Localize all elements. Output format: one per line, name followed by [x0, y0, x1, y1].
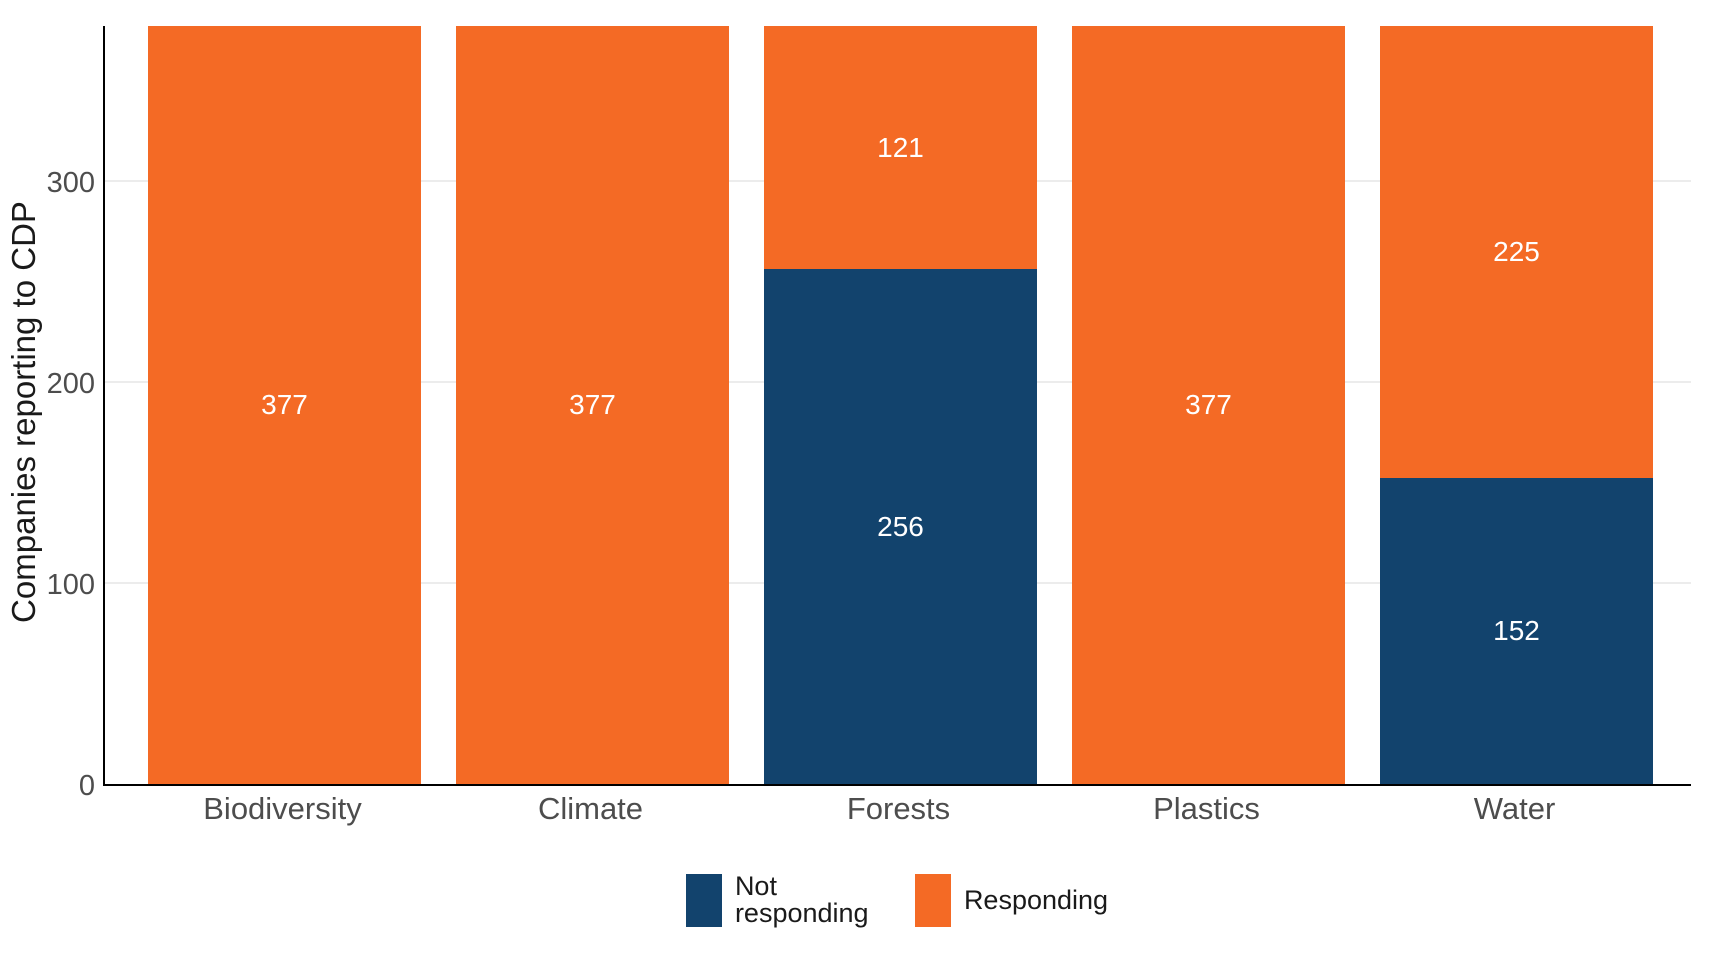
category-label-forests: Forests	[846, 791, 951, 826]
category-label-water: Water	[1473, 791, 1556, 826]
legend: Not responding Responding	[103, 873, 1691, 927]
bar-segment-responding-water: 225	[1380, 26, 1653, 478]
legend-label: Not responding	[734, 871, 869, 928]
legend-swatch-responding	[914, 873, 951, 927]
bar-segment-responding-forests: 121	[764, 26, 1037, 269]
bar-value-label: 377	[261, 389, 308, 420]
y-tick-label-300: 300	[46, 166, 95, 199]
bar-plastics: 377	[1072, 26, 1345, 784]
category-label-climate: Climate	[537, 791, 644, 826]
bar-value-label: 377	[569, 389, 616, 420]
y-axis-title: Companies reporting to CDP	[5, 201, 42, 623]
bar-value-label: 121	[877, 131, 924, 163]
legend-label: Responding	[963, 884, 1109, 915]
bar-segment-responding-climate: 377	[456, 26, 729, 784]
bar-biodiversity: 377	[148, 26, 421, 784]
bar-segment-responding-biodiversity: 377	[148, 26, 421, 784]
bar-value-label: 152	[1493, 615, 1540, 646]
legend-item-responding: Responding	[914, 873, 1109, 927]
bar-segment-not-responding-water: 152	[1380, 478, 1653, 784]
category-label-biodiversity: Biodiversity	[203, 791, 362, 826]
bar-segment-responding-plastics: 377	[1072, 26, 1345, 784]
bar-value-label: 225	[1493, 236, 1540, 267]
bar-value-label: 256	[877, 510, 924, 542]
y-tick-label-200: 200	[46, 367, 95, 400]
bar-segment-not-responding-forests: 256	[764, 269, 1037, 784]
legend-swatch-not-responding	[685, 873, 722, 927]
y-tick-label-0: 0	[78, 770, 95, 802]
plot-panel: 377 377 256 121 377 152 225	[103, 26, 1691, 786]
bar-climate: 377	[456, 26, 729, 784]
bar-value-label: 377	[1185, 389, 1232, 420]
bar-water: 152 225	[1380, 26, 1653, 784]
legend-item-not-responding: Not responding	[685, 871, 895, 928]
bar-forests: 256 121	[764, 26, 1037, 784]
y-tick-label-100: 100	[46, 568, 95, 601]
category-label-plastics: Plastics	[1153, 791, 1260, 826]
